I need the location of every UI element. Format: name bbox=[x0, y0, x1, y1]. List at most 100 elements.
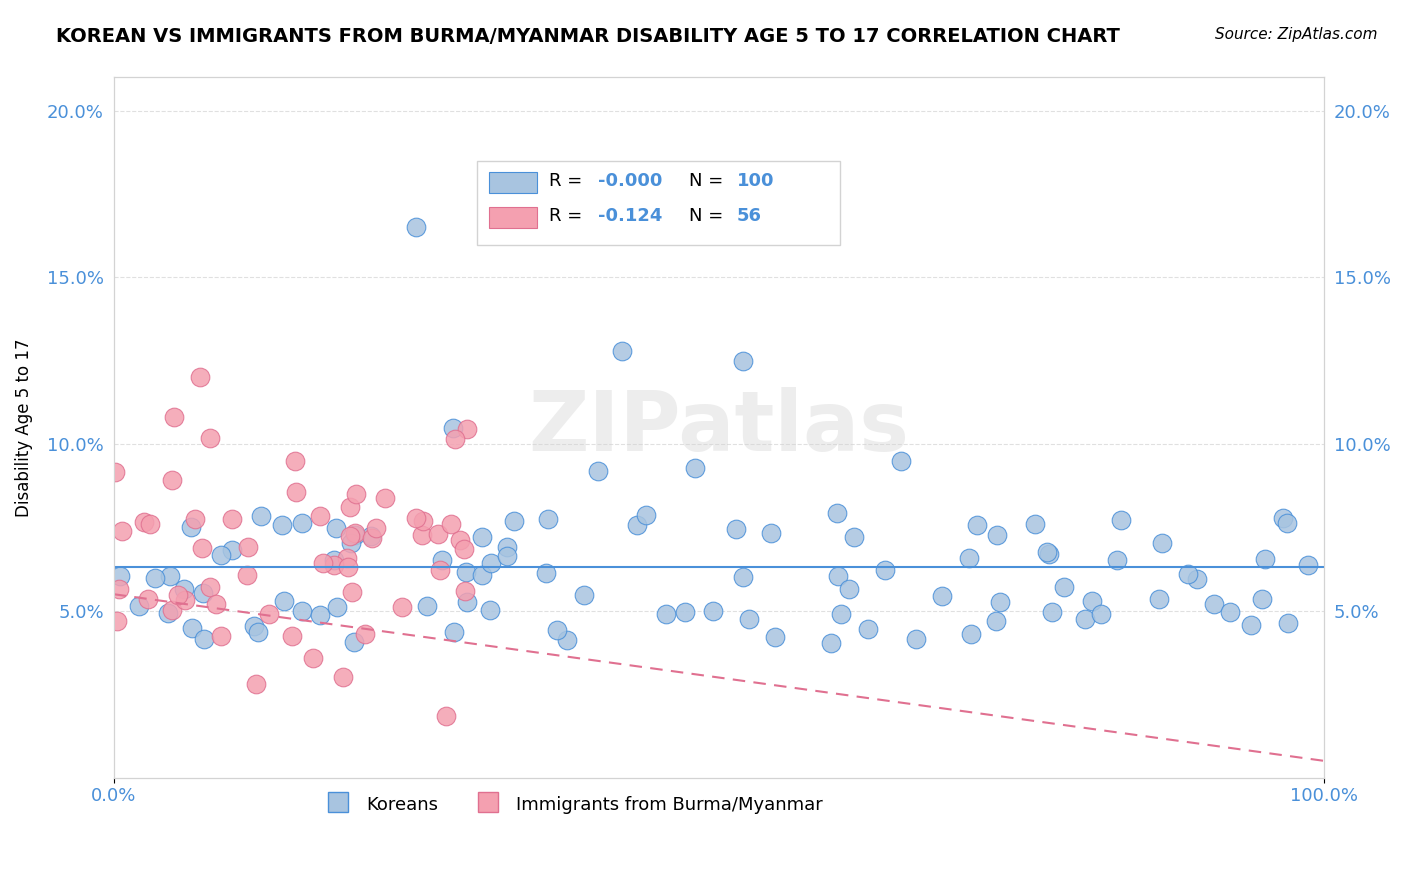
Point bbox=[1040, 605, 1063, 619]
Point bbox=[820, 636, 842, 650]
Point bbox=[1298, 558, 1320, 573]
Point bbox=[173, 582, 195, 597]
Point bbox=[1251, 592, 1274, 607]
Point bbox=[1038, 547, 1060, 561]
Point bbox=[339, 500, 361, 514]
Point bbox=[193, 585, 215, 599]
Point bbox=[344, 487, 367, 501]
Point bbox=[986, 528, 1008, 542]
Point bbox=[673, 605, 696, 619]
Point bbox=[163, 410, 186, 425]
Point bbox=[456, 566, 478, 580]
Point bbox=[343, 635, 366, 649]
Point bbox=[454, 583, 477, 598]
Point bbox=[134, 515, 156, 529]
Point bbox=[844, 529, 866, 543]
Point bbox=[830, 607, 852, 621]
Point bbox=[326, 600, 349, 615]
Point bbox=[204, 597, 226, 611]
Point bbox=[738, 612, 761, 626]
Point bbox=[453, 542, 475, 557]
Point bbox=[247, 624, 270, 639]
Point bbox=[471, 568, 494, 582]
Point bbox=[429, 563, 451, 577]
Point bbox=[496, 549, 519, 564]
Point bbox=[1036, 545, 1059, 559]
Point bbox=[441, 420, 464, 434]
Point bbox=[312, 556, 335, 570]
Point bbox=[344, 528, 367, 542]
Point bbox=[1204, 597, 1226, 611]
Point bbox=[322, 558, 344, 572]
Point bbox=[236, 567, 259, 582]
Point bbox=[342, 584, 364, 599]
Point bbox=[337, 560, 360, 574]
Point bbox=[416, 599, 439, 614]
Point bbox=[988, 595, 1011, 609]
Point bbox=[1081, 594, 1104, 608]
Point bbox=[1147, 591, 1170, 606]
Point bbox=[586, 464, 609, 478]
Point bbox=[181, 621, 204, 635]
Point bbox=[966, 517, 988, 532]
Point bbox=[110, 569, 132, 583]
Point bbox=[236, 540, 259, 554]
Text: -0.000: -0.000 bbox=[598, 172, 662, 190]
Point bbox=[325, 521, 347, 535]
Y-axis label: Disability Age 5 to 17: Disability Age 5 to 17 bbox=[15, 338, 32, 516]
Point bbox=[904, 632, 927, 647]
Point bbox=[284, 454, 307, 468]
Point bbox=[209, 629, 232, 643]
Point bbox=[180, 520, 202, 534]
Point bbox=[391, 600, 413, 615]
Point bbox=[285, 484, 308, 499]
Point bbox=[405, 510, 427, 524]
Point bbox=[471, 530, 494, 544]
Point bbox=[198, 580, 221, 594]
Point bbox=[534, 566, 557, 580]
Point bbox=[243, 619, 266, 633]
Point bbox=[191, 541, 214, 556]
Point bbox=[1074, 612, 1097, 626]
Point bbox=[273, 594, 295, 608]
Point bbox=[374, 491, 396, 506]
Point bbox=[221, 543, 243, 558]
Point bbox=[139, 517, 162, 532]
Point bbox=[209, 548, 232, 562]
Point bbox=[503, 514, 526, 528]
Point bbox=[931, 589, 953, 603]
Point bbox=[281, 629, 304, 643]
Point bbox=[449, 533, 471, 547]
Point bbox=[636, 508, 658, 522]
Text: 100: 100 bbox=[737, 172, 775, 190]
Point bbox=[1090, 607, 1112, 621]
Point bbox=[1240, 618, 1263, 632]
Text: ZIPatlas: ZIPatlas bbox=[529, 387, 910, 468]
Point bbox=[167, 588, 190, 602]
Point bbox=[838, 582, 860, 596]
Point bbox=[479, 603, 502, 617]
Point bbox=[340, 535, 363, 549]
Point bbox=[890, 454, 912, 468]
Point bbox=[336, 551, 359, 566]
Point bbox=[302, 651, 325, 665]
Point bbox=[160, 474, 183, 488]
Point bbox=[702, 604, 724, 618]
Point bbox=[1253, 552, 1275, 566]
Point bbox=[360, 529, 382, 543]
Point bbox=[444, 432, 467, 446]
Point bbox=[1111, 513, 1133, 527]
Point bbox=[443, 625, 465, 640]
Point bbox=[188, 370, 211, 384]
Point bbox=[733, 354, 755, 368]
Point bbox=[426, 527, 449, 541]
Point bbox=[1105, 552, 1128, 566]
Bar bbox=[489, 172, 537, 193]
Point bbox=[105, 614, 128, 628]
Point bbox=[291, 604, 314, 618]
Bar bbox=[489, 207, 537, 228]
Point bbox=[405, 220, 427, 235]
Point bbox=[173, 592, 195, 607]
Point bbox=[257, 607, 280, 622]
Point bbox=[1219, 605, 1241, 619]
